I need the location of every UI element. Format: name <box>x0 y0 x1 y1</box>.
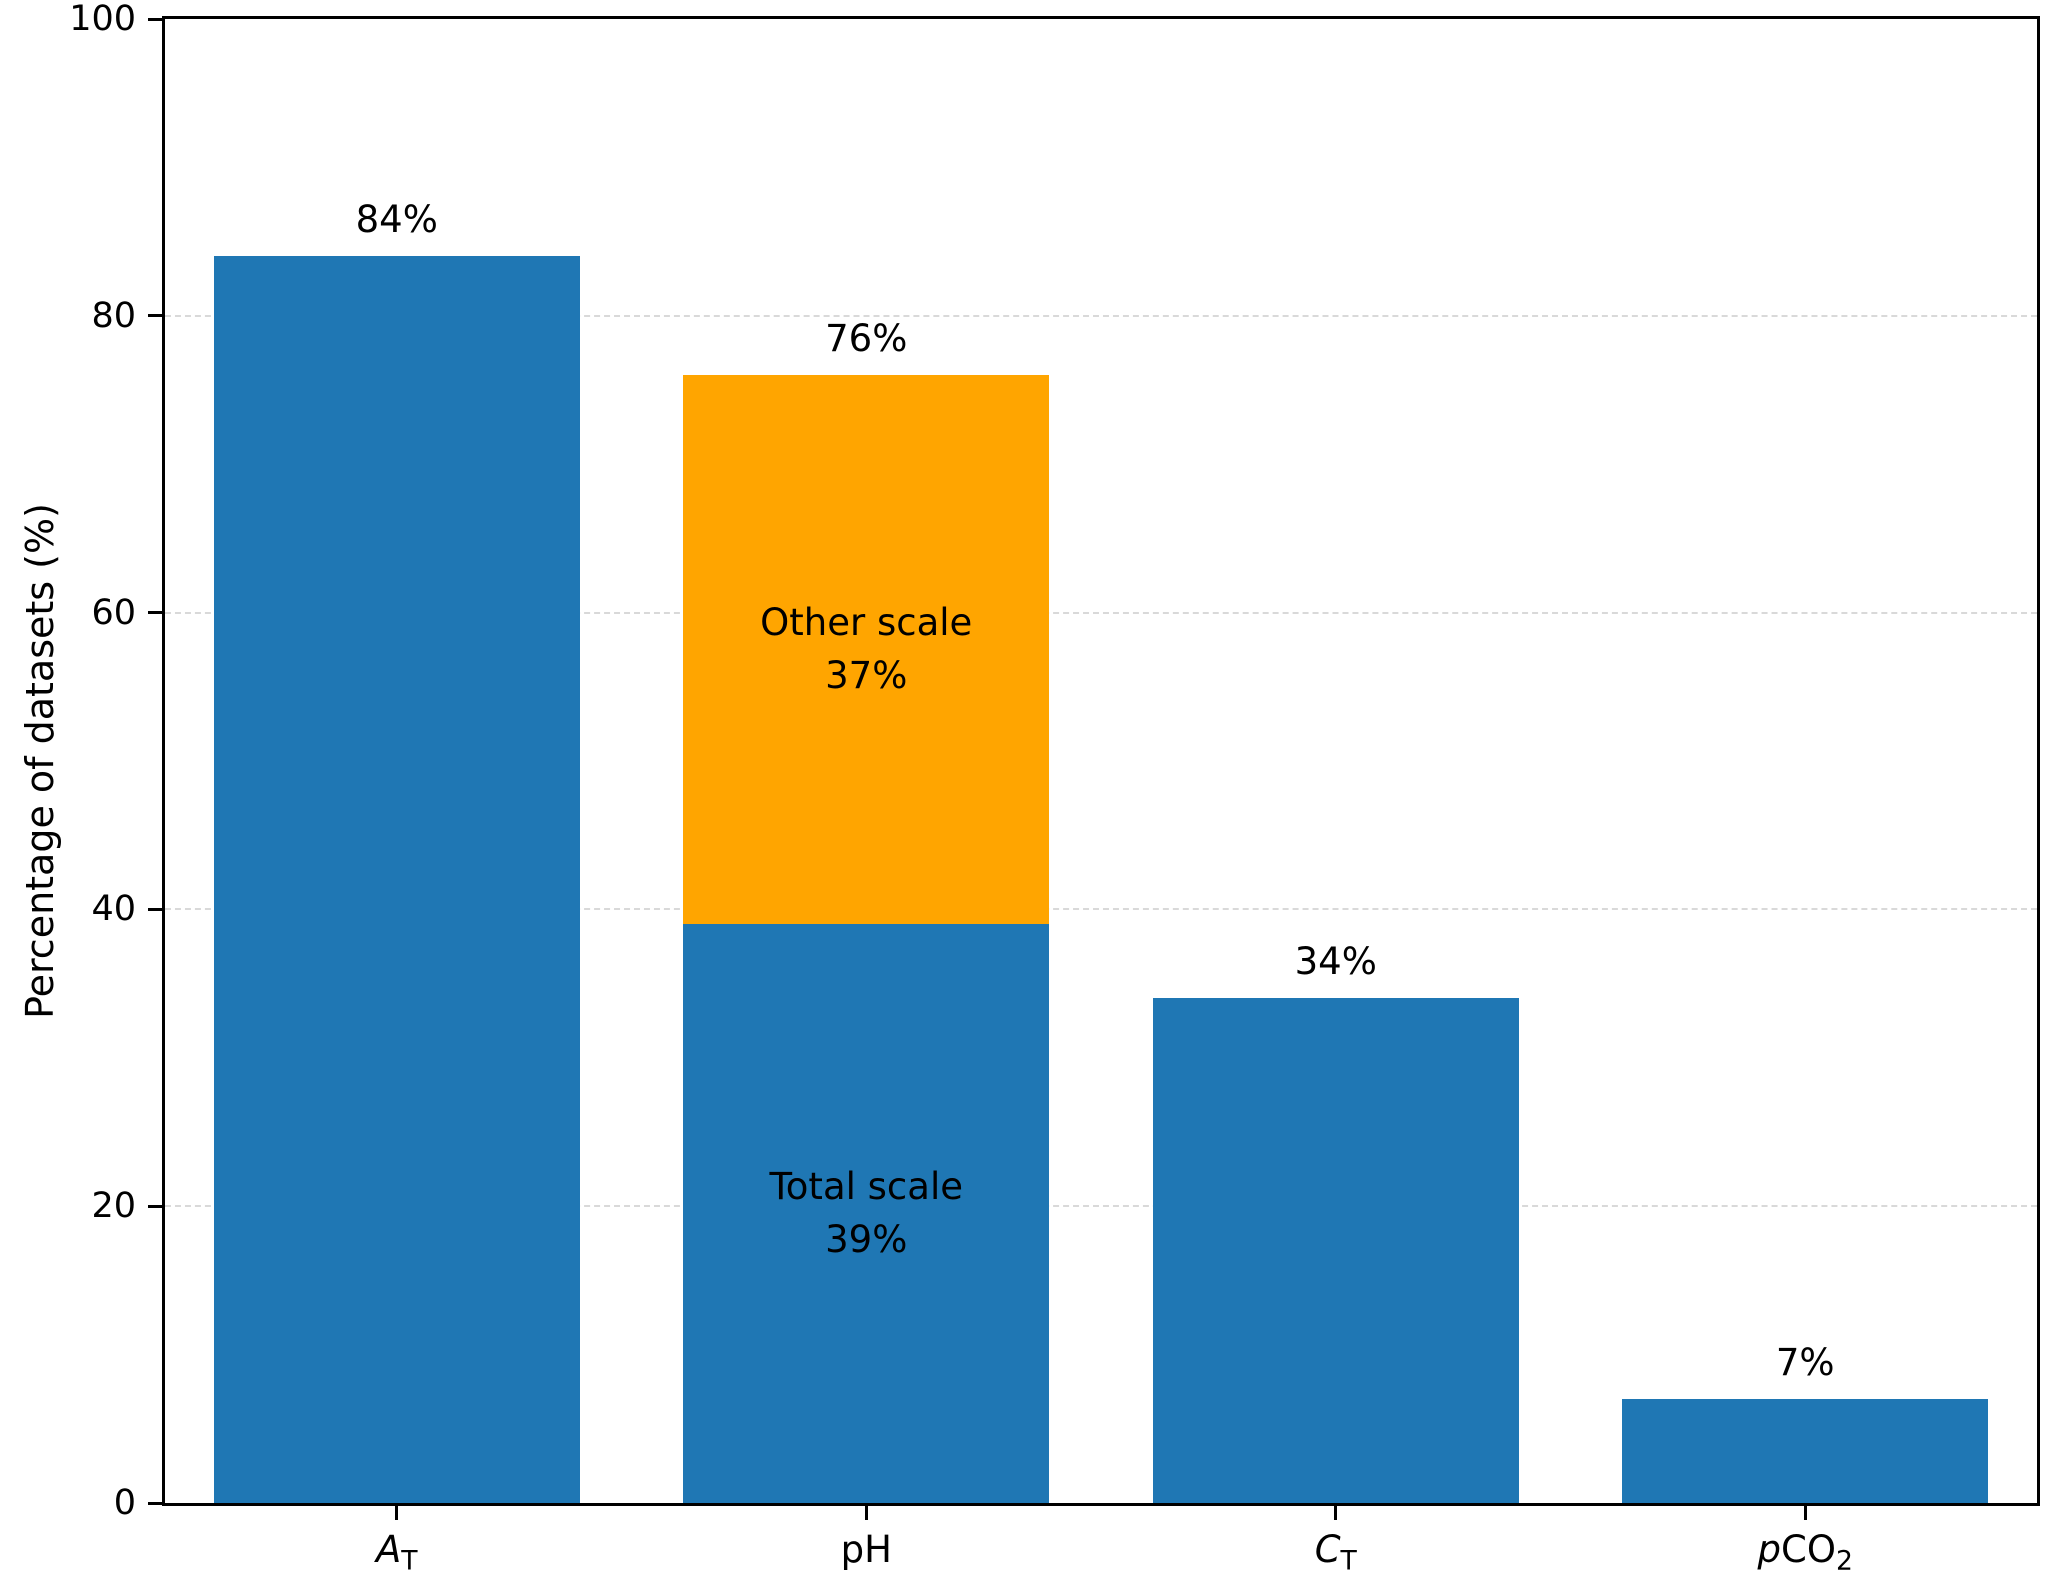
x-tick-label-part: T <box>401 1545 418 1577</box>
x-tick-label: pCO2 <box>1605 1528 2005 1576</box>
y-gridline <box>165 314 2037 317</box>
y-tick-mark <box>148 1204 162 1208</box>
y-gridline <box>165 908 2037 911</box>
x-tick-label-part: C <box>1314 1528 1341 1571</box>
bar-total-label: 34% <box>1294 940 1377 984</box>
x-tick-label-part: pH <box>840 1528 892 1571</box>
y-tick-mark <box>148 907 162 911</box>
x-tick-mark <box>395 1506 399 1520</box>
x-tick-label-part: T <box>1340 1545 1357 1577</box>
x-tick-label-part: p <box>1757 1528 1782 1571</box>
y-tick-mark <box>148 314 162 318</box>
x-tick-mark <box>864 1506 868 1520</box>
segment-label-percent: 39% <box>825 1218 908 1262</box>
x-tick-label-part: A <box>375 1528 402 1571</box>
bar-segment-label: Total scale 39% <box>616 1160 1116 1267</box>
plot-area <box>162 16 2040 1506</box>
segment-label-text: Total scale <box>769 1164 963 1208</box>
bar-total-label: 76% <box>825 317 908 361</box>
bar-segment-blue <box>1622 1399 1989 1503</box>
x-tick-mark <box>1334 1506 1338 1520</box>
x-tick-mark <box>1803 1506 1807 1520</box>
y-tick-label: 80 <box>91 295 136 336</box>
x-tick-label: pH <box>666 1528 1066 1571</box>
y-tick-mark <box>148 1501 162 1505</box>
y-tick-mark <box>148 17 162 21</box>
x-tick-label: CT <box>1136 1528 1536 1576</box>
bar-segment-label: Other scale 37% <box>616 596 1116 703</box>
y-tick-label: 40 <box>91 889 136 930</box>
bar-total-label: 7% <box>1775 1341 1835 1385</box>
x-tick-label-part: CO <box>1781 1528 1836 1571</box>
x-tick-label-part: 2 <box>1836 1545 1853 1577</box>
y-axis-label: Percentage of datasets (%) <box>18 503 62 1019</box>
bar-segment-orange <box>683 375 1050 925</box>
y-gridline <box>165 1205 2037 1208</box>
y-gridline <box>165 611 2037 614</box>
bar-segment-blue <box>213 256 580 1503</box>
bar-total-label: 84% <box>355 198 438 242</box>
y-tick-mark <box>148 611 162 615</box>
x-tick-label: AT <box>197 1528 597 1576</box>
bar-segment-blue <box>683 924 1050 1503</box>
y-tick-label: 60 <box>91 592 136 633</box>
segment-label-text: Other scale <box>760 600 973 644</box>
y-tick-label: 20 <box>91 1186 136 1227</box>
y-tick-label: 100 <box>69 0 136 39</box>
segment-label-percent: 37% <box>825 654 908 698</box>
bar-segment-blue <box>1152 998 1519 1503</box>
y-tick-label: 0 <box>113 1483 136 1523</box>
